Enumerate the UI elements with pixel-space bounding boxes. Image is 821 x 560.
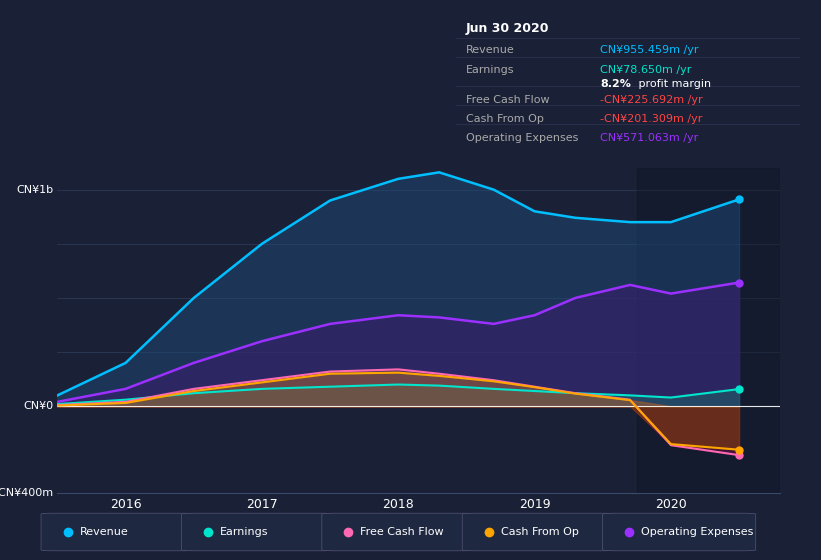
- Text: Earnings: Earnings: [466, 64, 515, 74]
- Text: CN¥571.063m /yr: CN¥571.063m /yr: [600, 133, 699, 143]
- Text: CN¥1b: CN¥1b: [16, 185, 54, 195]
- Text: Revenue: Revenue: [80, 527, 128, 537]
- FancyBboxPatch shape: [181, 513, 334, 551]
- Text: profit margin: profit margin: [635, 79, 711, 89]
- FancyBboxPatch shape: [462, 513, 615, 551]
- Text: 8.2%: 8.2%: [600, 79, 631, 89]
- Text: CN¥0: CN¥0: [24, 401, 54, 411]
- Text: Free Cash Flow: Free Cash Flow: [466, 95, 549, 105]
- Text: Operating Expenses: Operating Expenses: [641, 527, 754, 537]
- Text: CN¥78.650m /yr: CN¥78.650m /yr: [600, 64, 692, 74]
- FancyBboxPatch shape: [603, 513, 755, 551]
- Text: -CN¥225.692m /yr: -CN¥225.692m /yr: [600, 95, 703, 105]
- Text: Earnings: Earnings: [220, 527, 268, 537]
- Text: CN¥955.459m /yr: CN¥955.459m /yr: [600, 45, 699, 55]
- Text: -CN¥201.309m /yr: -CN¥201.309m /yr: [600, 114, 703, 124]
- Text: Jun 30 2020: Jun 30 2020: [466, 22, 549, 35]
- Text: Cash From Op: Cash From Op: [501, 527, 579, 537]
- Text: Operating Expenses: Operating Expenses: [466, 133, 578, 143]
- Text: -CN¥400m: -CN¥400m: [0, 488, 54, 498]
- Text: Revenue: Revenue: [466, 45, 515, 55]
- Text: Free Cash Flow: Free Cash Flow: [360, 527, 444, 537]
- Bar: [637, 168, 780, 493]
- Text: Cash From Op: Cash From Op: [466, 114, 544, 124]
- FancyBboxPatch shape: [41, 513, 194, 551]
- FancyBboxPatch shape: [322, 513, 475, 551]
